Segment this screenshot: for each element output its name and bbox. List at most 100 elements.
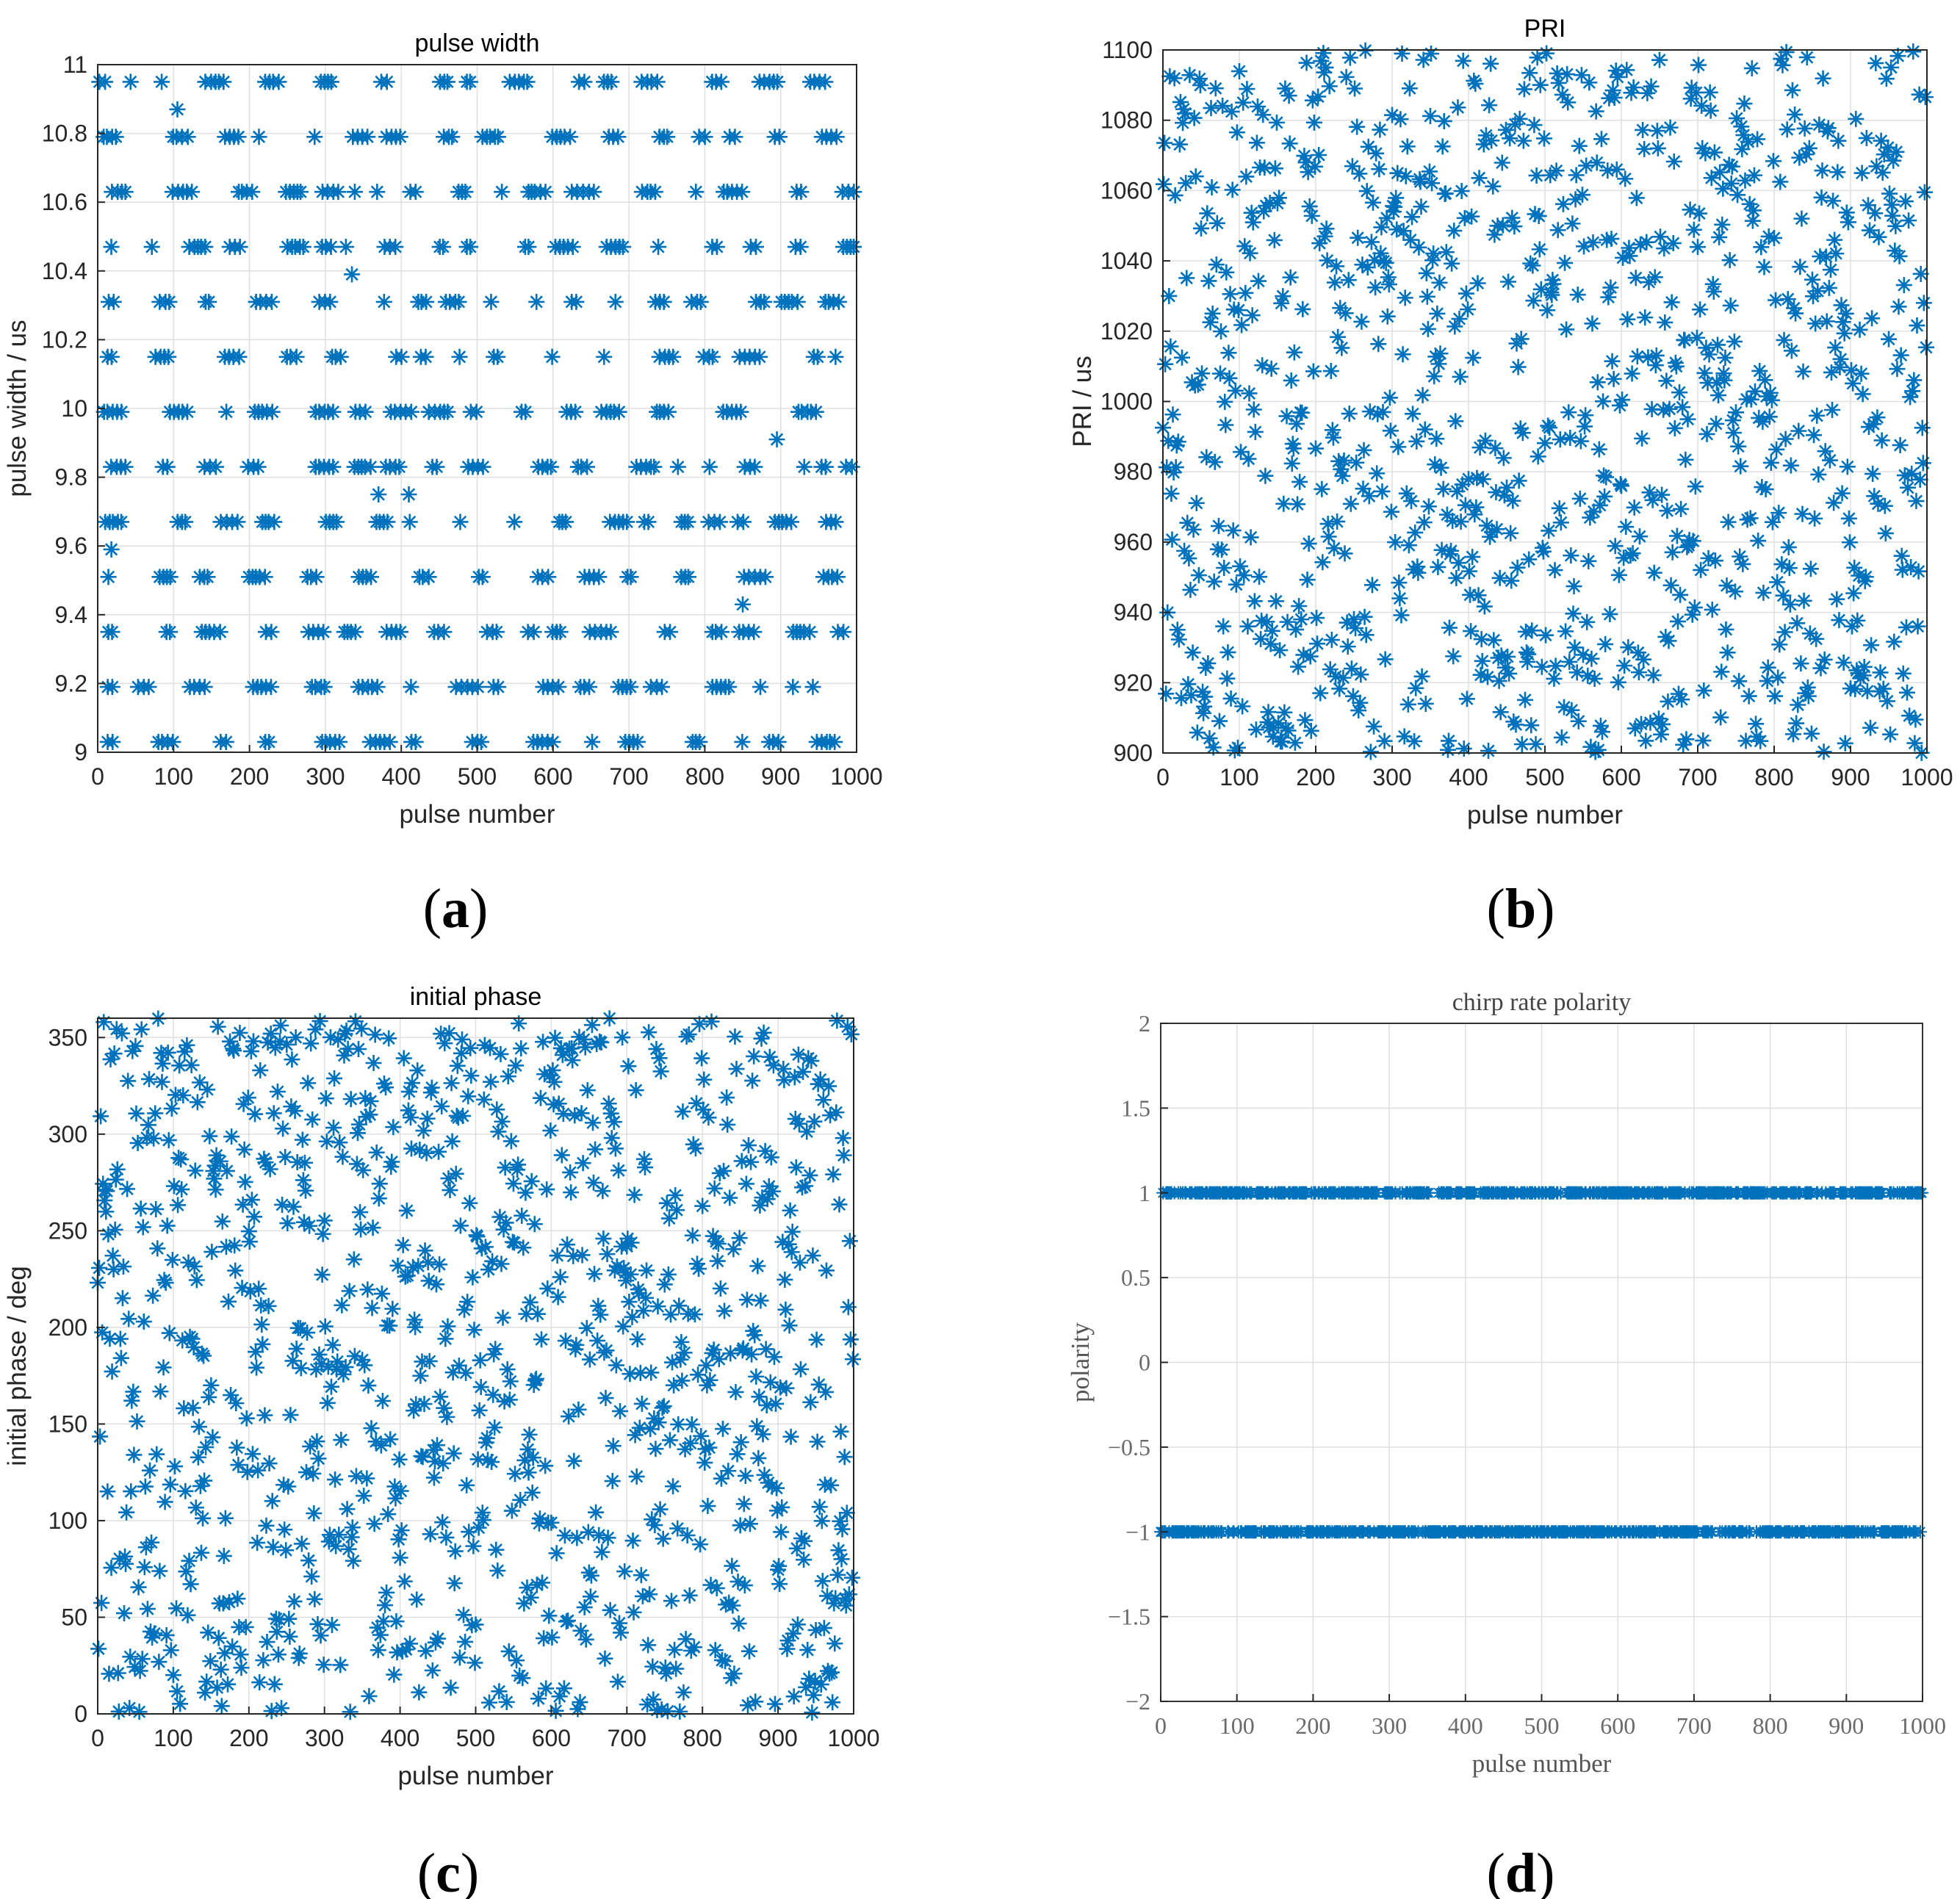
data-point — [1431, 274, 1448, 291]
data-point — [745, 1322, 762, 1339]
data-point — [1866, 488, 1883, 505]
x-tick-label: 400 — [1449, 764, 1488, 790]
data-point — [1267, 160, 1283, 177]
data-point — [537, 184, 554, 201]
data-point — [840, 1586, 857, 1603]
data-point — [1402, 231, 1419, 248]
data-point — [1790, 696, 1806, 713]
data-point — [599, 1246, 616, 1263]
data-point — [165, 1667, 181, 1684]
data-point — [703, 1013, 720, 1030]
data-point — [195, 1347, 212, 1364]
data-point — [706, 1180, 723, 1197]
data-point — [430, 1143, 447, 1160]
data-point — [1380, 276, 1397, 293]
data-point — [487, 1341, 504, 1358]
data-point — [791, 1254, 808, 1271]
data-point — [1701, 84, 1718, 101]
data-point — [1393, 607, 1410, 624]
data-point — [1906, 372, 1923, 389]
data-point — [176, 1400, 192, 1417]
x-tick-label: 500 — [1524, 1712, 1560, 1739]
data-point — [149, 1240, 166, 1257]
data-point — [579, 458, 596, 475]
data-point — [1233, 444, 1250, 461]
data-point — [1693, 97, 1710, 114]
data-point — [1210, 518, 1227, 535]
data-point — [1227, 382, 1244, 399]
data-point — [537, 1457, 554, 1474]
data-point — [1529, 49, 1546, 66]
data-point — [732, 1434, 749, 1451]
data-point — [135, 1314, 152, 1330]
panel-letter-close: ) — [1536, 1842, 1554, 1899]
data-point — [655, 1530, 671, 1547]
data-point — [1225, 522, 1242, 539]
panel-letter-open: ( — [1487, 1842, 1505, 1899]
data-point — [638, 1289, 655, 1306]
data-point — [1787, 106, 1804, 123]
data-point — [724, 1597, 741, 1614]
data-point — [121, 1700, 138, 1717]
data-point — [1745, 202, 1762, 219]
data-point — [1715, 180, 1732, 197]
data-point — [251, 1280, 267, 1297]
data-point — [829, 1566, 846, 1583]
data-point — [662, 624, 679, 641]
data-point — [1809, 283, 1826, 300]
y-tick-label: 900 — [1114, 740, 1153, 766]
data-point — [717, 1653, 734, 1670]
data-point — [1299, 572, 1316, 588]
data-point — [826, 733, 843, 750]
data-point — [1684, 606, 1701, 623]
data-point — [419, 1254, 436, 1271]
data-point — [812, 1071, 829, 1088]
data-point — [311, 1346, 328, 1363]
data-point — [1530, 208, 1547, 225]
data-point — [103, 239, 120, 256]
data-point — [184, 1399, 201, 1416]
data-point — [308, 569, 325, 585]
data-point — [659, 1703, 676, 1720]
data-point — [453, 1031, 470, 1048]
data-point — [1675, 736, 1692, 753]
data-point — [806, 1113, 823, 1130]
data-point — [1907, 711, 1924, 728]
data-point — [1183, 687, 1200, 704]
data-point — [1615, 249, 1632, 266]
data-point — [1250, 273, 1267, 289]
data-point — [1835, 655, 1852, 671]
data-point — [679, 1527, 696, 1543]
data-point — [489, 129, 506, 145]
data-point — [1372, 245, 1389, 262]
data-point — [667, 1187, 684, 1204]
data-point — [1495, 450, 1512, 466]
data-point — [392, 624, 408, 641]
data-point — [1704, 601, 1721, 618]
chart-title: chirp rate polarity — [1452, 989, 1632, 1016]
data-point — [496, 1393, 513, 1410]
x-tick-label: 0 — [91, 1725, 104, 1751]
data-point — [1795, 363, 1812, 380]
data-point — [701, 458, 718, 475]
data-point — [1396, 728, 1413, 745]
data-point — [1807, 315, 1824, 332]
y-tick-label: 9.6 — [55, 533, 87, 559]
data-point — [1549, 65, 1566, 82]
data-point — [403, 1109, 419, 1126]
data-point — [1752, 732, 1769, 749]
data-point — [1548, 162, 1565, 179]
data-point — [1623, 84, 1640, 101]
data-point — [1719, 644, 1736, 661]
data-point — [710, 1236, 727, 1252]
data-point — [782, 1202, 799, 1219]
data-point — [1647, 357, 1664, 374]
data-point — [1635, 121, 1651, 138]
data-point — [1513, 736, 1530, 753]
data-point — [808, 1331, 825, 1348]
data-point — [1858, 129, 1875, 146]
data-point — [741, 1643, 757, 1660]
x-tick-label: 600 — [532, 1725, 571, 1751]
data-point — [449, 1057, 466, 1074]
data-point — [180, 1254, 197, 1271]
